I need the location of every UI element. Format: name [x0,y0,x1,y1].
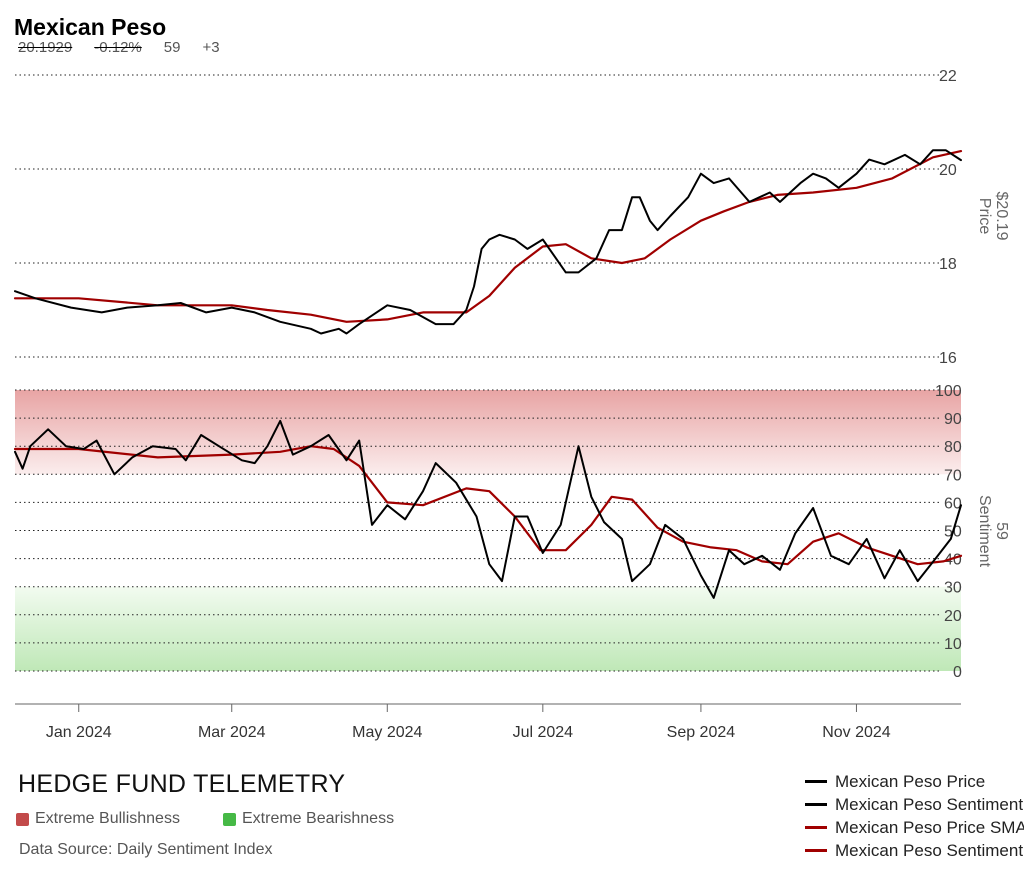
sentiment-tick-label: 80 [944,439,962,456]
data-source: Data Source: Daily Sentiment Index [19,841,273,858]
x-tick-label: Nov 2024 [822,724,891,741]
sentiment-tick-label: 60 [944,495,962,512]
extreme-bear-swatch [223,812,236,826]
extreme-bear-label: Extreme Bearishness [242,810,395,827]
sentiment-tick-label: 90 [944,411,962,428]
x-tick-label: Mar 2024 [198,724,266,741]
legend-label: Mexican Peso Sentiment SMA [835,840,1024,860]
legend-line-icon [805,826,827,829]
price-sma-line [13,150,963,323]
price-axis-title-line: Price [976,198,993,235]
quote-line: 20.1929 -0.12% 59 +3 [18,39,242,56]
legend-item-sentiment-sma[interactable]: Mexican Peso Sentiment SMA [805,839,1024,862]
last-price: 20.1929 [18,39,73,56]
extreme-bull-label: Extreme Bullishness [35,810,180,827]
sentiment-axis-title: Sentiment 59 [976,495,1010,568]
x-tick-label: Jul 2024 [513,724,574,741]
price-axis-title: Price $20.19 [976,192,1010,241]
sentiment-tick-label: 0 [953,664,962,681]
change-percent: -0.12% [94,39,142,56]
sentiment-value: 59 [163,39,181,56]
sentiment-tick-label: 20 [944,608,962,625]
price-tick-label: 16 [939,350,957,367]
price-axis-title-line: $20.19 [993,192,1010,241]
legend-line-icon [805,803,827,806]
sentiment-tick-label: 10 [944,636,962,653]
page-title: Mexican Peso [14,14,167,40]
legend-label: Mexican Peso Sentiment [835,794,1024,814]
x-tick-label: Jan 2024 [46,724,112,741]
sentiment-tick-label: 100 [935,383,962,400]
extreme-bull-key: Extreme Bullishness [16,810,180,828]
extreme-bull-band [15,390,961,475]
legend-line-icon [805,780,827,783]
price-tick-label: 18 [939,256,957,273]
price-line [14,149,962,335]
x-tick-label: Sep 2024 [667,724,736,741]
sentiment-change: +3 [202,39,220,56]
legend-label: Mexican Peso Price SMA [835,817,1024,837]
legend-line-icon [805,849,827,852]
legend-label: Mexican Peso Price [835,771,986,791]
sentiment-axis-title-line: 59 [993,522,1010,540]
legend-item-price-sma[interactable]: Mexican Peso Price SMA [805,816,1024,839]
sentiment-line [14,419,962,599]
sentiment-tick-label: 30 [944,580,962,597]
legend: Mexican Peso Price Mexican Peso Sentimen… [805,770,1024,862]
extreme-bear-key: Extreme Bearishness [223,810,394,828]
price-tick-label: 22 [939,68,957,85]
legend-item-sentiment[interactable]: Mexican Peso Sentiment [805,793,1024,816]
extreme-bull-swatch [16,812,29,826]
x-tick-label: May 2024 [352,724,422,741]
price-tick-label: 20 [939,162,957,179]
sentiment-axis-title-line: Sentiment [976,495,993,568]
extreme-bear-band [15,586,961,671]
brand-name: HEDGE FUND TELEMETRY [18,770,346,798]
sentiment-tick-label: 70 [944,467,962,484]
legend-item-price[interactable]: Mexican Peso Price [805,770,1024,793]
